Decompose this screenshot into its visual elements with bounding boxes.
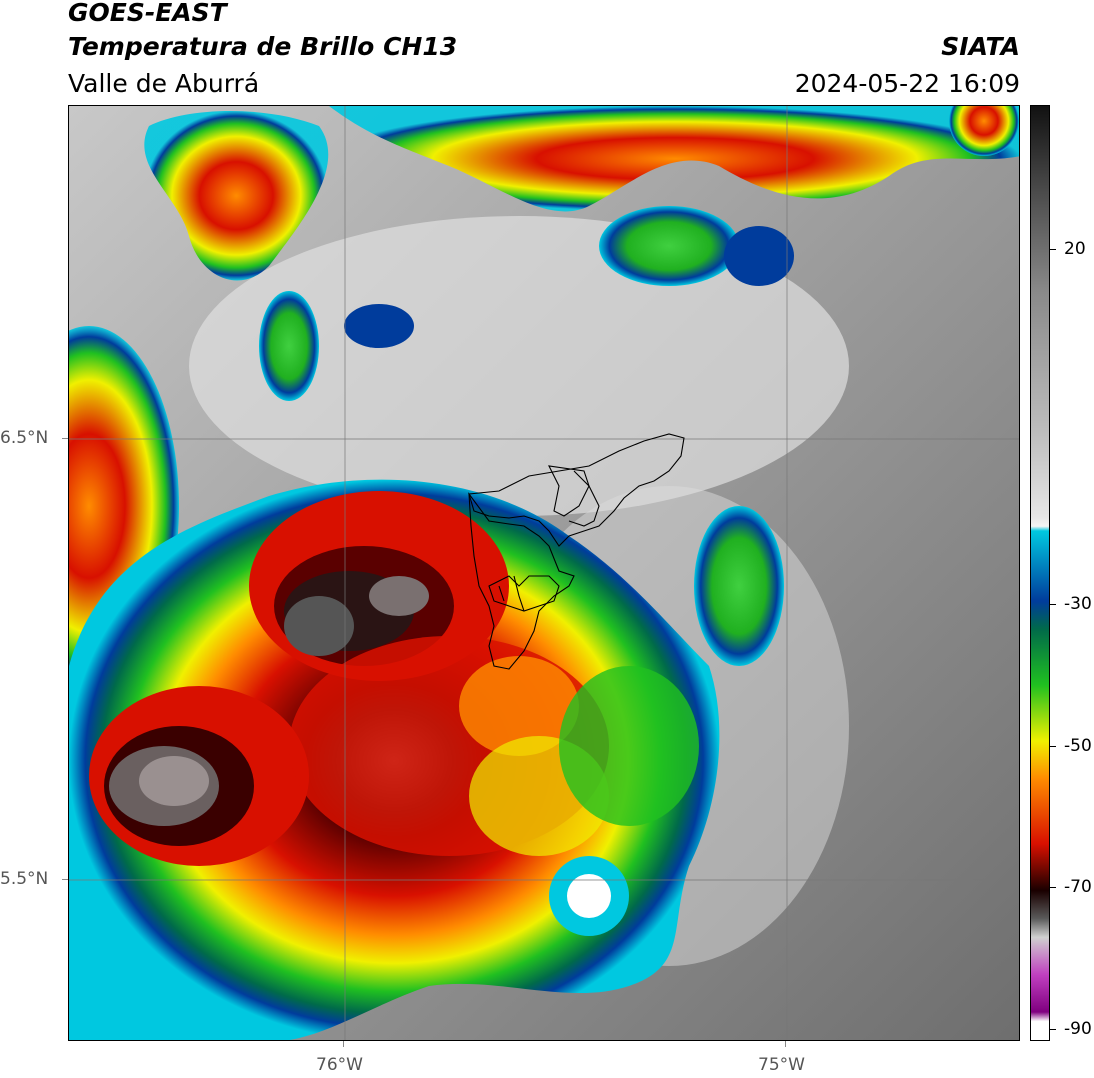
colorbar-label-minus90: -90 [1064, 1019, 1092, 1039]
datetime-label: 2024-05-22 16:09 [794, 69, 1020, 98]
colorbar-tick [1050, 604, 1056, 605]
agency-label: SIATA [941, 32, 1020, 61]
satellite-title: GOES-EAST [68, 0, 227, 27]
colorbar-label-minus70: -70 [1064, 877, 1092, 897]
colorbar-label-20: 20 [1064, 239, 1086, 259]
colorbar-tick [1050, 1029, 1056, 1030]
lon-tick-76 [343, 1041, 344, 1047]
colorbar-label-minus30: -30 [1064, 594, 1092, 614]
lat-tick-6-5 [62, 438, 68, 439]
product-title: Temperatura de Brillo CH13 [68, 32, 458, 61]
colorbar-label-minus50: -50 [1064, 736, 1092, 756]
colorbar-tick [1050, 746, 1056, 747]
colorbar-tick [1050, 249, 1056, 250]
lon-label-75: 75°W [758, 1055, 805, 1075]
lat-tick-5-5 [62, 879, 68, 880]
lon-label-76: 76°W [316, 1055, 363, 1075]
region-label: Valle de Aburrá [68, 69, 260, 98]
temperature-colorbar [1030, 105, 1050, 1041]
lat-label-5-5: 5.5°N [0, 869, 49, 889]
brightness-temperature-field [69, 106, 1019, 1040]
satellite-map [68, 105, 1020, 1041]
lon-tick-75 [785, 1041, 786, 1047]
lat-label-6-5: 6.5°N [0, 428, 49, 448]
municipal-boundaries [468, 433, 685, 670]
colorbar-tick [1050, 887, 1056, 888]
